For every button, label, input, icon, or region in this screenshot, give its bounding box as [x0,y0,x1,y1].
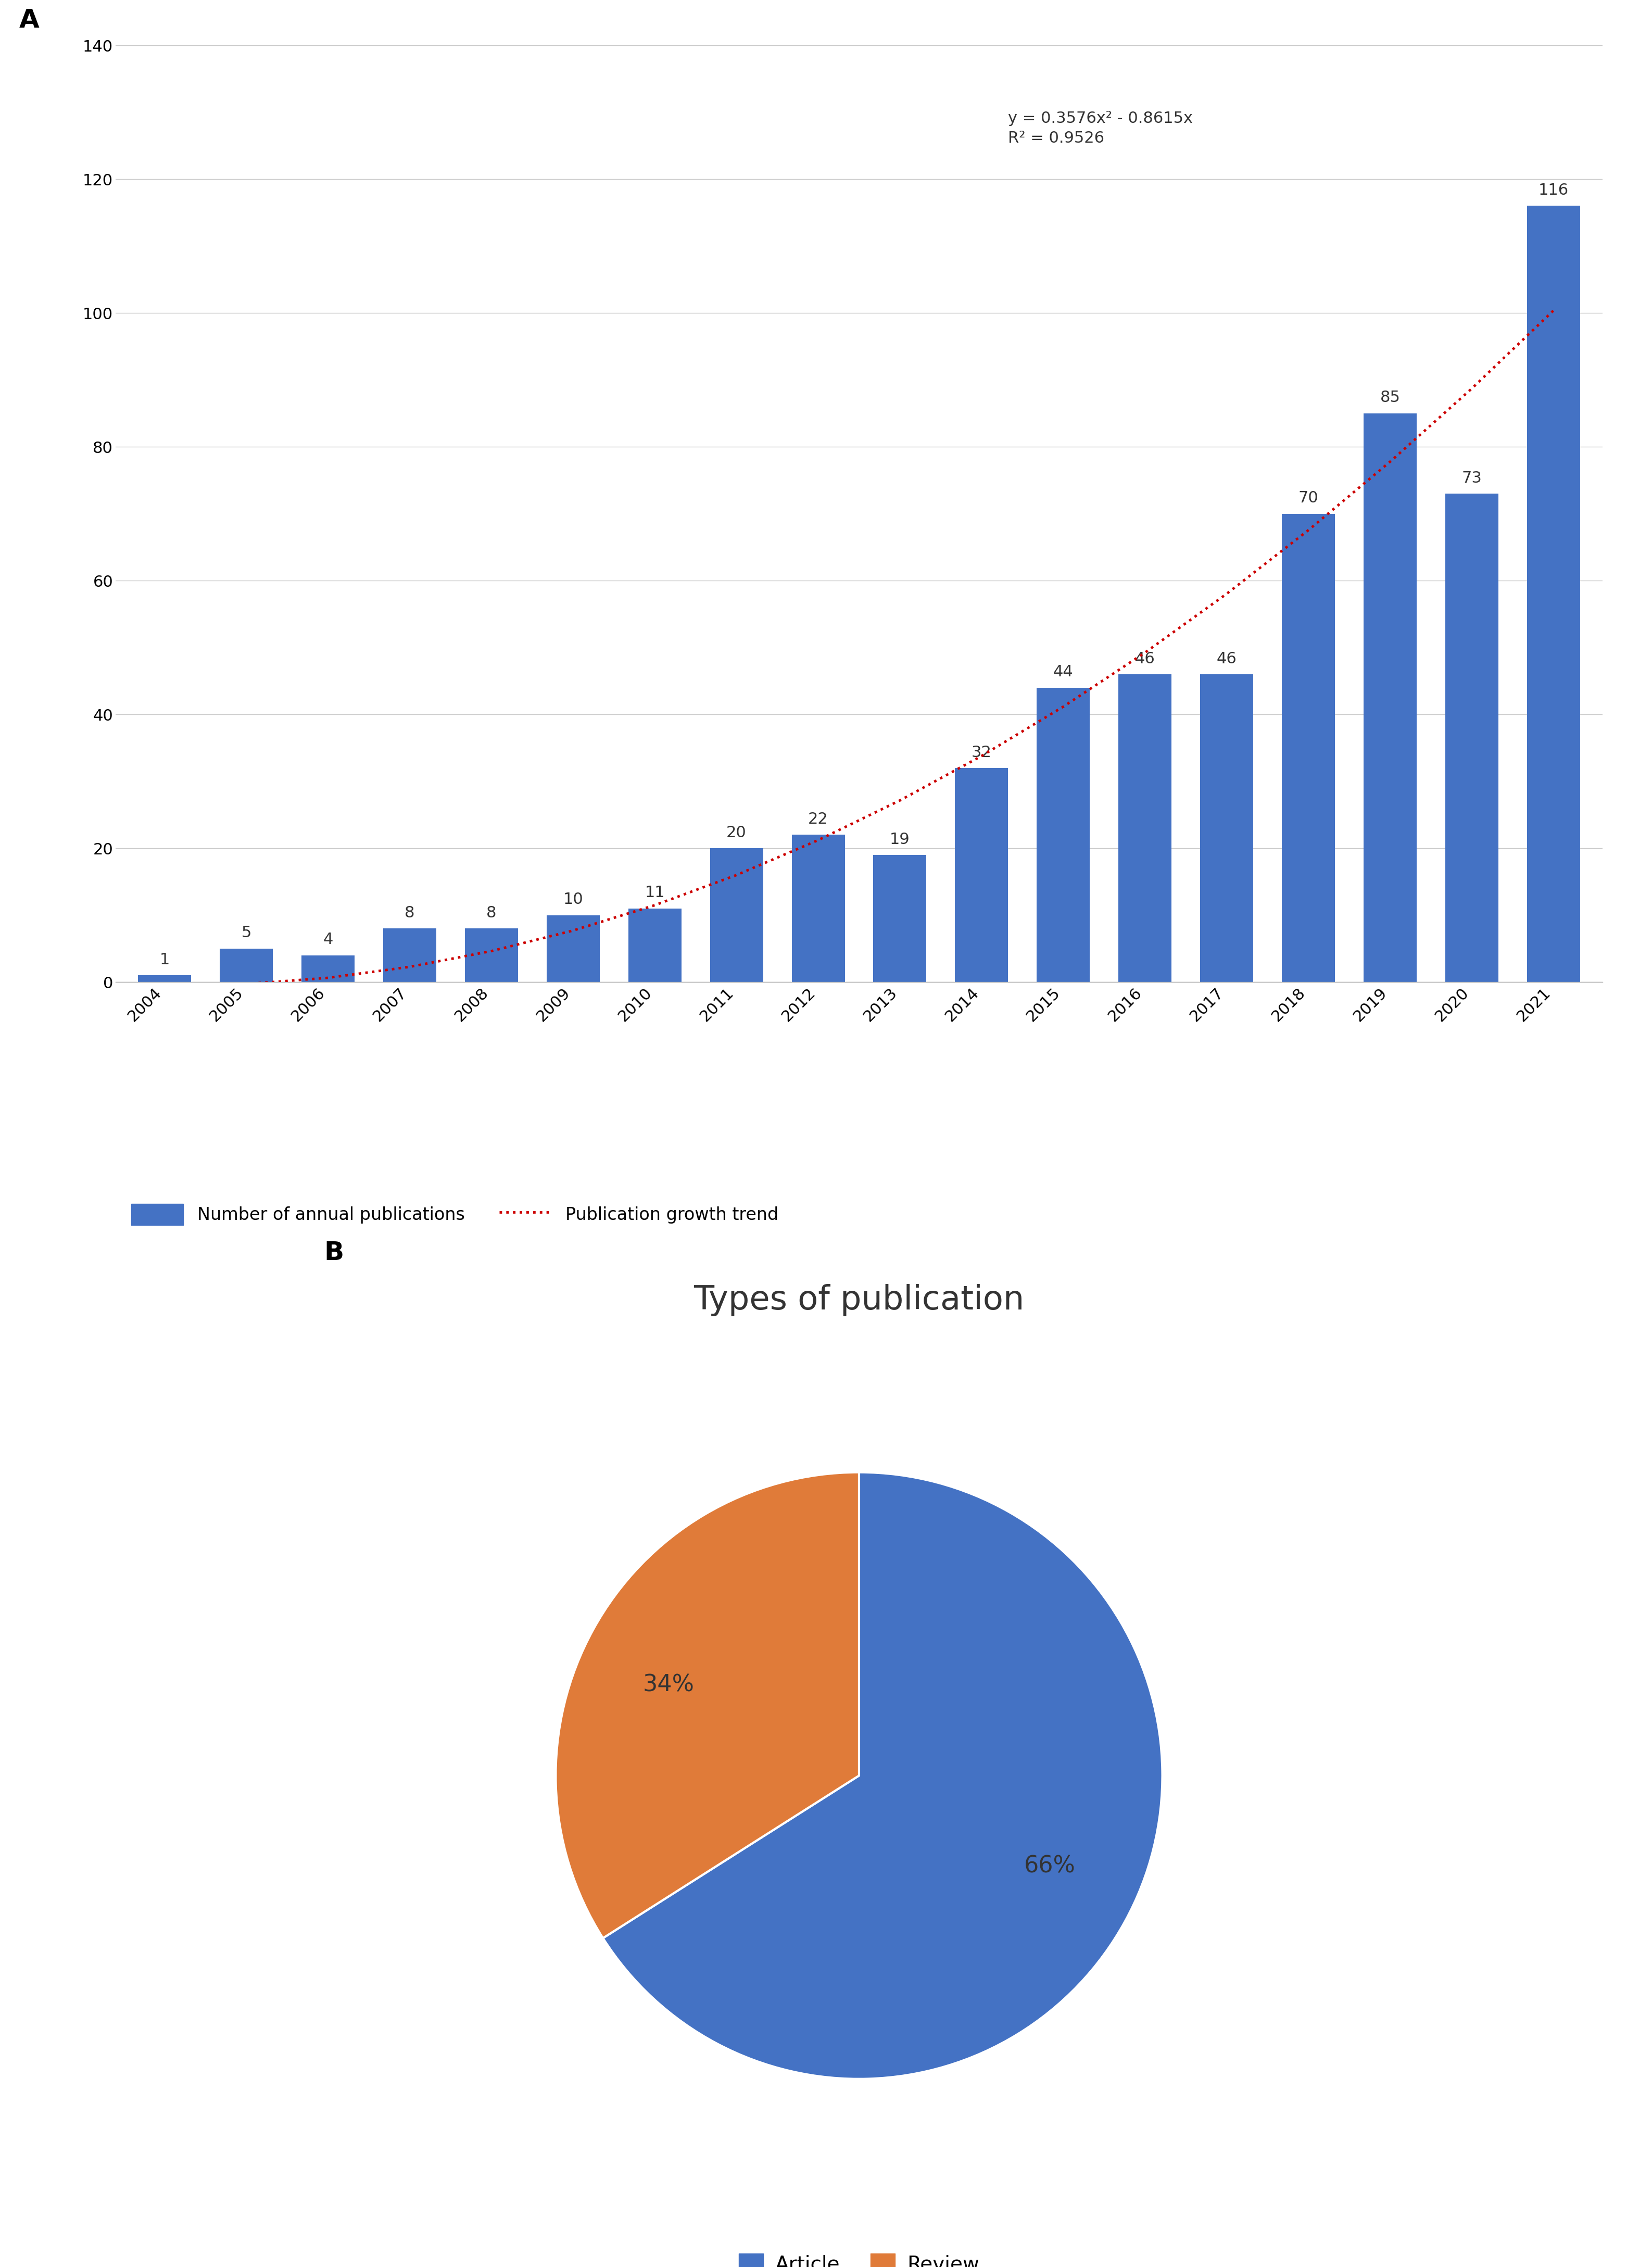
Wedge shape [603,1471,1163,2079]
Text: y = 0.3576x² - 0.8615x
R² = 0.9526: y = 0.3576x² - 0.8615x R² = 0.9526 [1008,111,1193,145]
Text: 46: 46 [1216,651,1237,666]
Bar [791,834,844,982]
Text: 85: 85 [1379,390,1401,406]
Bar [628,909,681,982]
Bar [220,948,273,982]
Bar [710,848,763,982]
Text: 22: 22 [808,812,828,827]
Text: 73: 73 [1462,472,1482,485]
Bar [955,769,1008,982]
Title: Types of publication: Types of publication [694,1283,1024,1317]
Legend: Number of annual publications, Publication growth trend: Number of annual publications, Publicati… [124,1197,785,1231]
Text: 4: 4 [324,932,334,948]
Text: A: A [20,7,40,32]
Text: 46: 46 [1135,651,1155,666]
Text: 44: 44 [1054,664,1074,680]
Bar [464,929,519,982]
Bar [1446,494,1498,982]
Text: 34%: 34% [643,1673,694,1696]
Bar [874,855,927,982]
Bar [1199,673,1254,982]
Bar [547,916,600,982]
Text: B: B [324,1240,344,1265]
Bar [1037,687,1090,982]
Wedge shape [555,1471,859,1938]
Bar [1118,673,1171,982]
Bar [301,954,355,982]
Text: 116: 116 [1538,184,1568,197]
Text: 10: 10 [563,891,583,907]
Bar [1282,515,1335,982]
Bar [1363,413,1416,982]
Text: 20: 20 [727,825,747,841]
Text: 70: 70 [1298,490,1318,506]
Text: 66%: 66% [1024,1854,1075,1877]
Text: 32: 32 [971,746,991,759]
Text: 5: 5 [241,925,251,941]
Text: 11: 11 [644,886,664,900]
Text: 1: 1 [160,952,170,968]
Bar [383,929,436,982]
Bar [139,975,192,982]
Bar [1526,206,1579,982]
Text: 8: 8 [486,905,497,920]
Legend: Article, Review: Article, Review [730,2244,988,2267]
Text: 19: 19 [890,832,910,848]
Text: 8: 8 [405,905,415,920]
